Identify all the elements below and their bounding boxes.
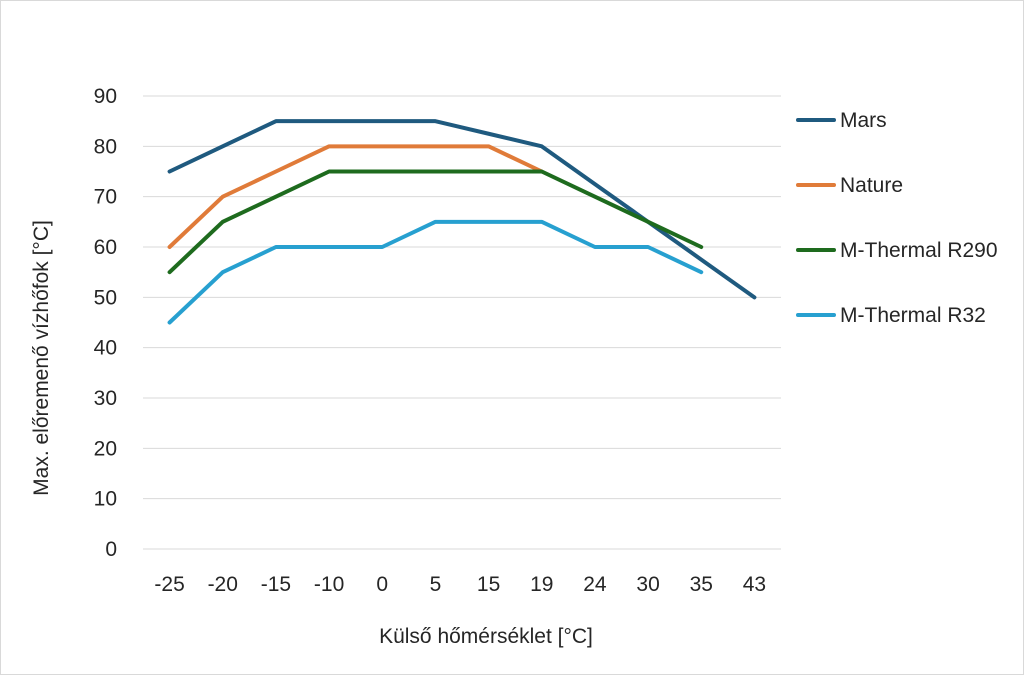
legend-item: M-Thermal R290 (796, 239, 998, 262)
y-tick-label: 20 (94, 437, 117, 460)
series-line-m-thermal-r32 (167, 219, 704, 325)
legend-label: M-Thermal R32 (840, 304, 986, 327)
series-line-m-thermal-r290 (167, 169, 704, 275)
y-tick-label: 40 (94, 337, 117, 360)
legend-label: Mars (840, 109, 887, 132)
y-tick-label: 90 (94, 85, 117, 108)
x-tick-label: 24 (583, 573, 607, 596)
x-axis-title: Külső hőmérséklet [°C] (379, 625, 593, 648)
x-tick-label: 5 (430, 573, 442, 596)
y-tick-label: 30 (94, 387, 117, 410)
x-tick-labels: -25 -20 -15 -10 0 5 15 19 24 30 35 43 (154, 573, 766, 596)
legend: Mars Nature M-Thermal R290 M-Thermal R32 (796, 109, 998, 327)
series-line-nature (167, 144, 544, 249)
x-tick-label: -15 (261, 573, 291, 596)
y-tick-labels: 0 10 20 30 40 50 60 70 80 90 (94, 85, 117, 561)
x-tick-label: 0 (376, 573, 388, 596)
x-tick-label: 43 (743, 573, 766, 596)
y-tick-label: 80 (94, 135, 117, 158)
y-tick-label: 60 (94, 236, 117, 259)
x-tick-label: 15 (477, 573, 500, 596)
x-tick-label: -25 (154, 573, 184, 596)
y-tick-label: 0 (105, 538, 117, 561)
y-axis-title: Max. előremenő vízhőfok [°C] (30, 220, 53, 496)
y-tick-label: 50 (94, 286, 117, 309)
legend-label: Nature (840, 174, 903, 197)
x-tick-label: 30 (636, 573, 659, 596)
legend-item: M-Thermal R32 (796, 304, 986, 327)
series-lines (167, 119, 757, 325)
legend-item: Mars (796, 109, 887, 132)
y-tick-label: 10 (94, 488, 117, 511)
gridlines (143, 95, 781, 550)
x-tick-label: 35 (690, 573, 713, 596)
legend-item: Nature (796, 174, 903, 197)
y-tick-label: 70 (94, 186, 117, 209)
legend-label: M-Thermal R290 (840, 239, 998, 262)
x-tick-label: 19 (530, 573, 553, 596)
x-tick-label: -20 (208, 573, 238, 596)
x-tick-label: -10 (314, 573, 344, 596)
